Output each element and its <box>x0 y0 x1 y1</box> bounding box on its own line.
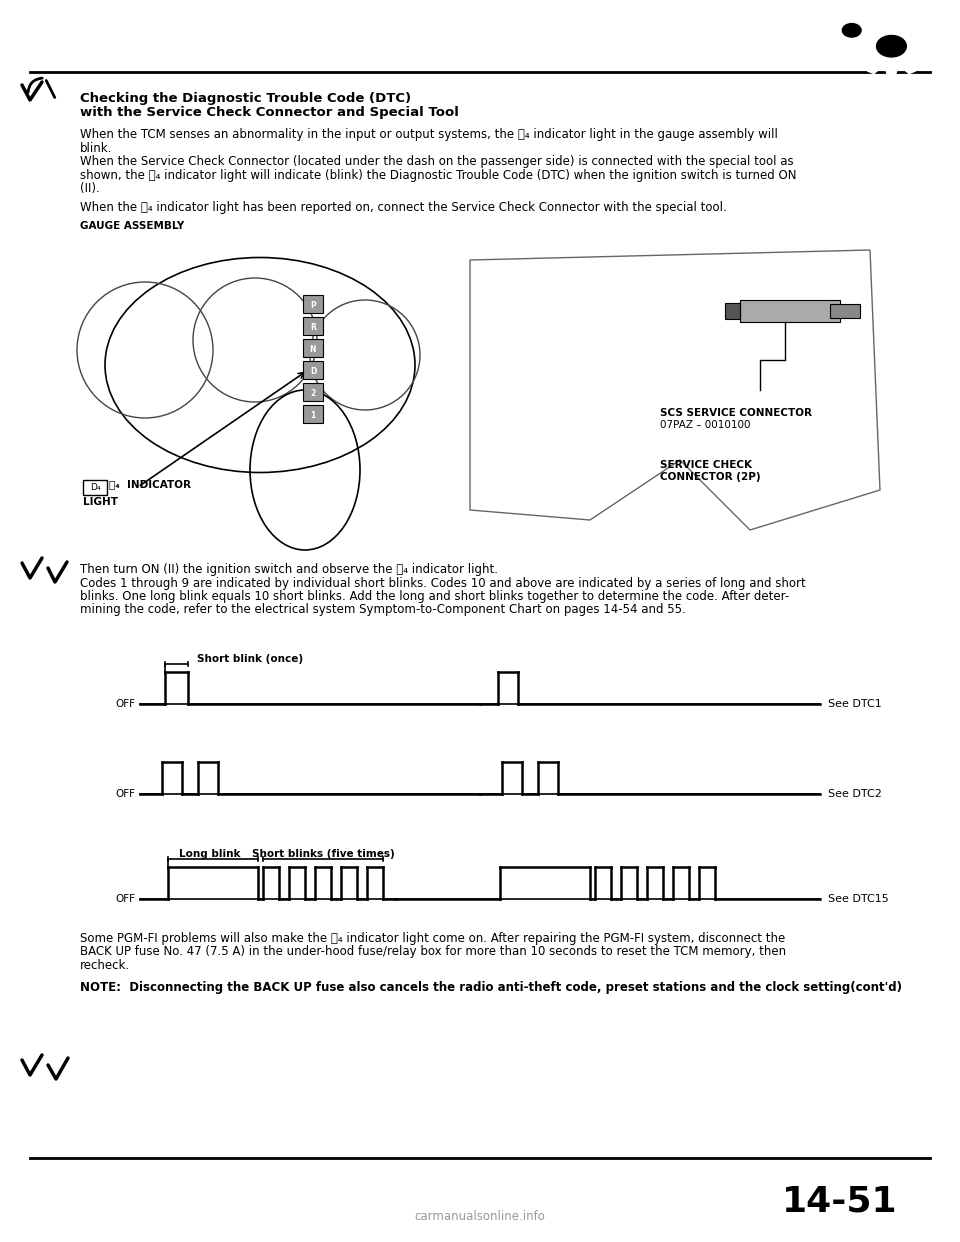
Polygon shape <box>853 29 867 39</box>
Text: Short blinks (five times): Short blinks (five times) <box>252 850 395 859</box>
Text: with the Service Check Connector and Special Tool: with the Service Check Connector and Spe… <box>80 106 459 119</box>
Text: CONNECTOR (2P): CONNECTOR (2P) <box>660 472 760 482</box>
Text: When the ⓓ₄ indicator light has been reported on, connect the Service Check Conn: When the ⓓ₄ indicator light has been rep… <box>80 201 727 215</box>
Bar <box>303 317 323 335</box>
Polygon shape <box>833 10 846 19</box>
Polygon shape <box>833 41 846 51</box>
Bar <box>83 479 107 496</box>
Polygon shape <box>902 19 916 29</box>
Polygon shape <box>867 63 880 73</box>
Text: When the Service Check Connector (located under the dash on the passenger side) : When the Service Check Connector (locate… <box>80 155 794 168</box>
Text: blink.: blink. <box>80 142 112 154</box>
Polygon shape <box>851 9 860 16</box>
Text: P: P <box>310 301 316 309</box>
Polygon shape <box>916 53 929 63</box>
Bar <box>725 303 740 319</box>
Text: NOTE:  Disconnecting the BACK UP fuse also cancels the radio anti-theft code, pr: NOTE: Disconnecting the BACK UP fuse als… <box>80 980 902 994</box>
Circle shape <box>859 24 924 70</box>
Text: 1: 1 <box>310 411 316 420</box>
Polygon shape <box>853 53 867 63</box>
Bar <box>303 339 323 356</box>
Text: Codes 1 through 9 are indicated by individual short blinks. Codes 10 and above a: Codes 1 through 9 are indicated by indiv… <box>80 576 805 590</box>
Polygon shape <box>851 45 860 52</box>
Text: OFF: OFF <box>115 894 135 904</box>
Polygon shape <box>873 27 882 34</box>
Text: Then turn ON (II) the ignition switch and observe the ⓓ₄ indicator light.: Then turn ON (II) the ignition switch an… <box>80 563 498 576</box>
Text: 07PAZ – 0010100: 07PAZ – 0010100 <box>660 420 751 430</box>
Text: ⓓ₄  INDICATOR: ⓓ₄ INDICATOR <box>109 479 191 489</box>
Text: recheck.: recheck. <box>80 959 131 972</box>
Polygon shape <box>850 42 860 51</box>
Text: R: R <box>310 323 316 332</box>
Text: See DTC2: See DTC2 <box>828 789 882 799</box>
Text: shown, the ⓓ₄ indicator light will indicate (blink) the Diagnostic Trouble Code : shown, the ⓓ₄ indicator light will indic… <box>80 169 797 181</box>
Bar <box>303 383 323 401</box>
Circle shape <box>842 24 861 37</box>
Text: SERVICE CHECK: SERVICE CHECK <box>660 460 752 469</box>
Text: LIGHT: LIGHT <box>83 497 118 507</box>
Text: See DTC1: See DTC1 <box>828 699 881 709</box>
Text: See DTC15: See DTC15 <box>828 894 889 904</box>
Polygon shape <box>886 68 898 76</box>
Polygon shape <box>867 19 880 29</box>
Polygon shape <box>864 37 877 46</box>
Text: blinks. One long blink equals 10 short blinks. Add the long and short blinks tog: blinks. One long blink equals 10 short b… <box>80 590 789 604</box>
Polygon shape <box>822 32 834 40</box>
Bar <box>303 296 323 313</box>
Text: BACK UP fuse No. 47 (7.5 A) in the under-hood fuse/relay box for more than 10 se: BACK UP fuse No. 47 (7.5 A) in the under… <box>80 945 786 959</box>
Text: carmanualsonline.info: carmanualsonline.info <box>415 1210 545 1223</box>
Text: Some PGM-FI problems will also make the ⓓ₄ indicator light come on. After repair: Some PGM-FI problems will also make the … <box>80 932 785 945</box>
Text: Checking the Diagnostic Trouble Code (DTC): Checking the Diagnostic Trouble Code (DT… <box>80 92 411 106</box>
Text: OFF: OFF <box>115 699 135 709</box>
Polygon shape <box>886 16 898 24</box>
Bar <box>303 405 323 424</box>
Text: When the TCM senses an abnormality in the input or output systems, the ⓓ₄ indica: When the TCM senses an abnormality in th… <box>80 128 778 142</box>
Text: N: N <box>310 344 316 354</box>
Text: 14-51: 14-51 <box>782 1185 898 1218</box>
Bar <box>303 361 323 379</box>
Text: SCS SERVICE CONNECTOR: SCS SERVICE CONNECTOR <box>660 409 812 419</box>
Text: OFF: OFF <box>115 789 135 799</box>
Polygon shape <box>923 42 933 51</box>
Polygon shape <box>916 29 929 39</box>
Polygon shape <box>822 20 834 29</box>
Text: D: D <box>310 366 316 375</box>
Text: GAUGE ASSEMBLY: GAUGE ASSEMBLY <box>80 221 184 231</box>
Circle shape <box>830 15 873 46</box>
Polygon shape <box>864 14 877 24</box>
Text: Long blink: Long blink <box>180 850 241 859</box>
Polygon shape <box>902 63 916 73</box>
Bar <box>740 301 840 322</box>
Circle shape <box>876 36 906 57</box>
Text: Short blink (once): Short blink (once) <box>197 655 303 664</box>
Text: 2: 2 <box>310 389 316 397</box>
Text: mining the code, refer to the electrical system Symptom-to-Component Chart on pa: mining the code, refer to the electrical… <box>80 604 685 616</box>
Text: (II).: (II). <box>80 183 100 195</box>
Bar <box>830 304 860 318</box>
Text: D₄: D₄ <box>89 483 100 493</box>
